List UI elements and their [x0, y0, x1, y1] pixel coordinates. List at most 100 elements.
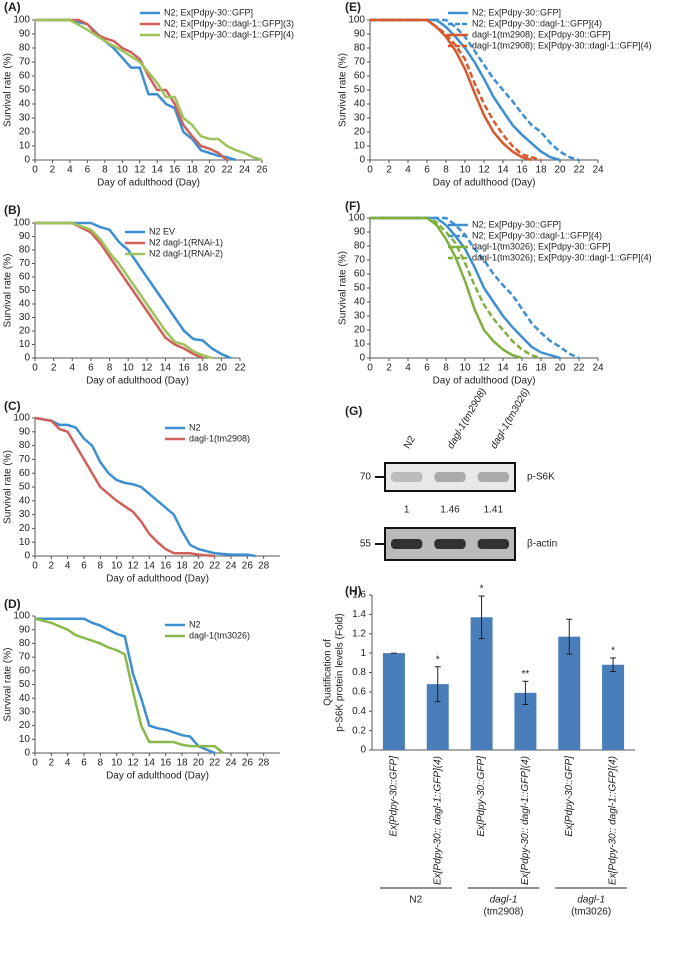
x-tick-label: 24 — [225, 758, 237, 769]
x-tick-label: Ex[Pdpy-30:: dagl-1::GFP](4) — [520, 756, 531, 885]
y-tick-label: 100 — [348, 213, 365, 224]
y-tick-label: 40 — [19, 495, 31, 506]
x-tick-label: 24 — [592, 165, 604, 176]
x-tick-label: 8 — [443, 165, 449, 176]
x-tick-label: 10 — [117, 165, 129, 176]
legend-label: N2; Ex[Pdpy-30::dagl-1::GFP](4) — [472, 18, 602, 28]
legend-label: N2; Ex[Pdpy-30::dagl-1::GFP](4) — [472, 230, 602, 240]
x-tick-label: 12 — [127, 758, 139, 769]
x-tick-label: 28 — [258, 758, 270, 769]
panel-label: (G) — [345, 404, 362, 418]
y-tick-label: 1 — [360, 648, 366, 659]
y-tick-label: 70 — [19, 454, 31, 465]
x-tick-label: 0 — [32, 758, 38, 769]
x-tick-label: 16 — [516, 165, 528, 176]
x-tick-label: 8 — [107, 363, 113, 374]
x-tick-label: 8 — [102, 165, 108, 176]
x-tick-label: Ex[Pdpy-30::GFP] — [564, 756, 575, 837]
survival-line — [35, 221, 204, 360]
x-tick-label: 26 — [242, 561, 254, 572]
y-axis-label: p-S6K protein levels (Fold) — [335, 613, 346, 731]
x-tick-label: 6 — [81, 758, 87, 769]
x-tick-label: 14 — [152, 165, 164, 176]
x-tick-label: 22 — [209, 758, 221, 769]
y-tick-label: 0.6 — [352, 687, 366, 698]
x-tick-label: 4 — [65, 561, 71, 572]
x-tick-label: 14 — [144, 561, 156, 572]
y-axis-label: Quatification of — [323, 639, 334, 706]
y-tick-label: 80 — [19, 638, 31, 649]
y-tick-label: 50 — [354, 283, 366, 294]
y-tick-label: 40 — [19, 299, 31, 310]
y-tick-label: 80 — [354, 43, 366, 54]
x-tick-label: 14 — [160, 363, 172, 374]
y-tick-label: 80 — [354, 241, 366, 252]
y-tick-label: 30 — [354, 311, 366, 322]
survival-line — [370, 216, 561, 360]
x-tick-label: 28 — [258, 561, 270, 572]
y-tick-label: 100 — [13, 611, 30, 622]
quantification: 1.41 — [484, 505, 504, 516]
y-axis-label: Survival rate (%) — [3, 450, 14, 524]
y-tick-label: 90 — [19, 29, 31, 40]
x-axis-label: Day of adulthood (Day) — [433, 376, 536, 387]
legend-label: N2; Ex[Pdpy-30::GFP] — [164, 7, 253, 17]
x-tick-label: 4 — [67, 165, 73, 176]
y-tick-label: 100 — [13, 413, 30, 424]
y-tick-label: 10 — [19, 734, 31, 745]
panel-label: (E) — [345, 0, 361, 14]
y-tick-label: 1.6 — [352, 590, 366, 601]
y-tick-label: 40 — [19, 99, 31, 110]
significance: * — [436, 654, 440, 665]
x-tick-label: Ex[Pdpy-30:: dagl-1::GFP](4) — [608, 756, 619, 885]
y-axis-label: Survival rate (%) — [338, 53, 349, 127]
survival-line — [370, 18, 561, 162]
x-tick-label: 10 — [123, 363, 135, 374]
legend-label: dagl-1(tm2908); Ex[Pdpy-30::GFP] — [472, 29, 611, 39]
panel-label: (F) — [345, 199, 360, 213]
y-tick-label: 60 — [354, 269, 366, 280]
x-tick-label: 8 — [98, 758, 104, 769]
x-tick-label: 20 — [193, 758, 205, 769]
y-tick-label: 100 — [13, 15, 30, 26]
x-tick-label: 6 — [424, 363, 430, 374]
survival-line — [370, 216, 580, 360]
quantification: 1.46 — [440, 505, 460, 516]
y-tick-label: 90 — [19, 231, 31, 242]
y-axis-label: Survival rate (%) — [338, 251, 349, 325]
x-tick-label: 10 — [111, 561, 123, 572]
x-tick-label: 12 — [134, 165, 146, 176]
legend-label: dagl-1(tm2908); Ex[Pdpy-30::dagl-1::GFP]… — [472, 40, 652, 50]
y-tick-label: 90 — [354, 227, 366, 238]
bar — [470, 617, 493, 750]
y-tick-label: 90 — [354, 29, 366, 40]
y-tick-label: 0 — [24, 155, 30, 166]
bar — [602, 664, 625, 750]
y-tick-label: 40 — [354, 297, 366, 308]
legend-label: N2; Ex[Pdpy-30::GFP] — [472, 7, 561, 17]
blot-band — [477, 472, 509, 482]
y-tick-label: 50 — [19, 679, 31, 690]
legend-label: N2 — [189, 619, 201, 629]
bar — [514, 692, 537, 750]
quantification: 1 — [404, 505, 410, 516]
y-tick-label: 10 — [19, 141, 31, 152]
y-tick-label: 50 — [19, 285, 31, 296]
significance: * — [611, 646, 615, 657]
x-tick-label: 16 — [160, 758, 172, 769]
y-tick-label: 1.2 — [352, 628, 366, 639]
y-tick-label: 10 — [19, 537, 31, 548]
error-bar — [566, 618, 573, 655]
legend-label: N2; Ex[Pdpy-30::GFP] — [472, 219, 561, 229]
y-tick-label: 70 — [354, 57, 366, 68]
x-tick-label: 4 — [405, 165, 411, 176]
y-tick-label: 0.4 — [352, 706, 366, 717]
y-tick-label: 0 — [360, 745, 366, 756]
bar — [426, 684, 449, 750]
x-tick-label: 16 — [516, 363, 528, 374]
y-tick-label: 30 — [19, 312, 31, 323]
x-tick-label: 8 — [443, 363, 449, 374]
blot-band — [434, 539, 466, 549]
group-label: dagl-1 — [490, 895, 518, 906]
x-tick-label: Ex[Pdpy-30::GFP] — [476, 756, 487, 837]
